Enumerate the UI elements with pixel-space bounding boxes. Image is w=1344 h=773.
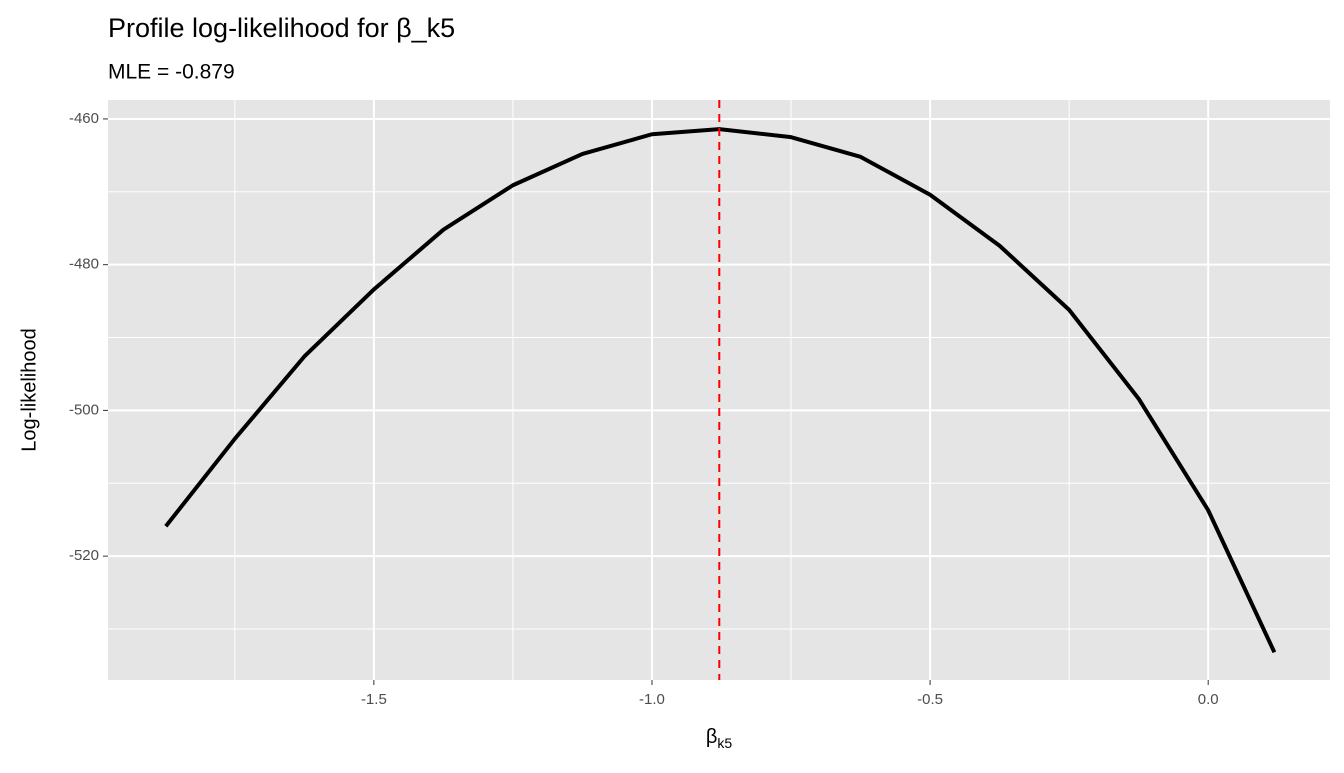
chart-title: Profile log-likelihood for β_k5 [108, 13, 455, 43]
chart-subtitle: MLE = -0.879 [108, 61, 235, 84]
x-tick-label: -0.5 [917, 691, 943, 708]
y-tick-label: -520 [69, 547, 99, 564]
y-axis-label: Log-likelihood [18, 328, 40, 451]
y-tick-label: -500 [69, 401, 99, 418]
x-label-main: β [706, 726, 718, 748]
y-tick-label: -480 [69, 256, 99, 273]
x-tick-label: 0.0 [1198, 691, 1219, 708]
y-tick-label: -460 [69, 110, 99, 127]
x-axis-label: βk5 [706, 726, 733, 750]
x-tick-label: -1.0 [639, 691, 665, 708]
x-label-sub: k5 [717, 735, 732, 751]
x-tick-label: -1.5 [361, 691, 387, 708]
